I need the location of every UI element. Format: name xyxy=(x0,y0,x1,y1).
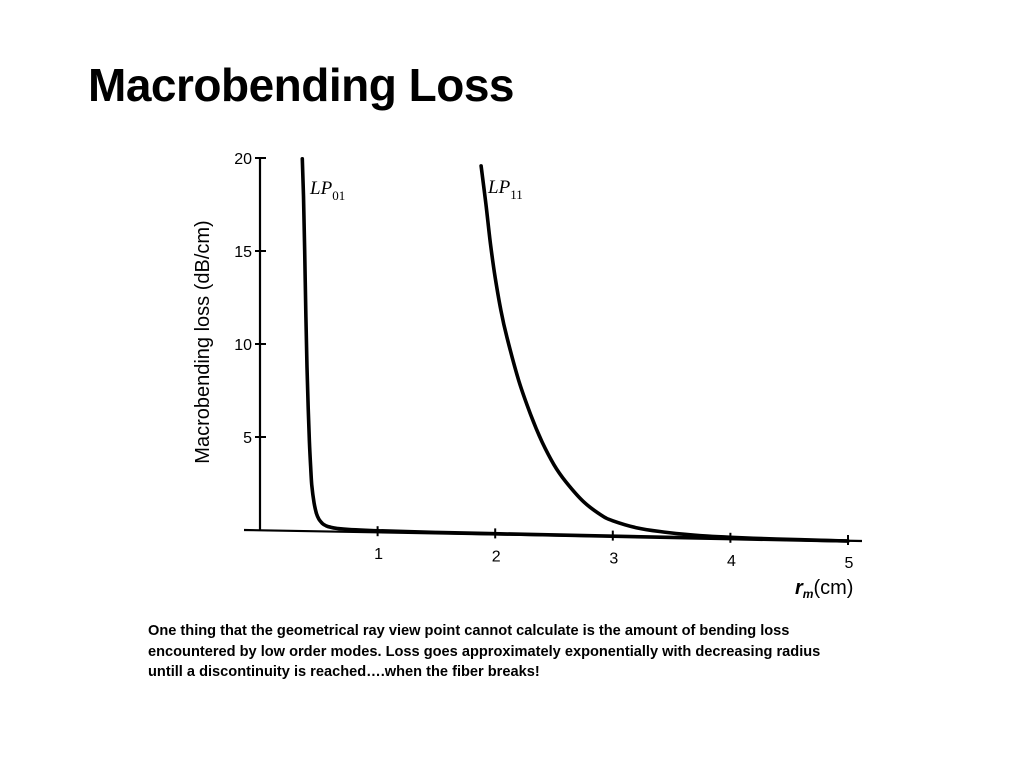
series-label-lp01-main: LP xyxy=(309,178,333,199)
series-label-lp11: LP11 xyxy=(487,177,523,202)
caption-line-1: One thing that the geometrical ray view … xyxy=(148,623,790,639)
caption-line-2: encountered by low order modes. Loss goe… xyxy=(148,643,821,660)
series-label-lp11-sub: 11 xyxy=(510,187,523,202)
series-line-lp01 xyxy=(300,157,850,543)
y-tick-label-15: 15 xyxy=(234,244,252,261)
y-tick-label-20: 20 xyxy=(234,151,252,168)
x-tick-label-1: 1 xyxy=(374,546,383,563)
y-tick-label-5: 5 xyxy=(243,430,252,447)
x-axis-unit: (cm) xyxy=(813,577,853,599)
y-ticks: 5 10 15 20 xyxy=(234,151,266,447)
slide-title: Macrobending Loss xyxy=(88,59,514,111)
x-axis-title: rm(cm) xyxy=(795,577,853,601)
x-axis-symbol: r xyxy=(795,577,804,599)
series-line-lp11 xyxy=(479,164,850,543)
series-label-lp01-sub: 01 xyxy=(332,188,345,203)
series-label-lp01: LP01 xyxy=(309,178,345,203)
series-label-lp11-main: LP xyxy=(487,177,511,198)
x-tick-label-5: 5 xyxy=(845,555,854,572)
y-tick-label-10: 10 xyxy=(234,337,252,354)
caption: One thing that the geometrical ray view … xyxy=(148,621,948,683)
y-axis-title: Macrobending loss (dB/cm) xyxy=(192,220,214,463)
x-tick-label-3: 3 xyxy=(609,551,618,568)
x-tick-label-2: 2 xyxy=(492,548,501,565)
x-tick-label-4: 4 xyxy=(727,553,736,570)
series-layer xyxy=(300,157,850,543)
x-axis-symbol-subscript: m xyxy=(803,587,814,601)
caption-line-3: untill a discontinuity is reached….when … xyxy=(148,664,540,680)
